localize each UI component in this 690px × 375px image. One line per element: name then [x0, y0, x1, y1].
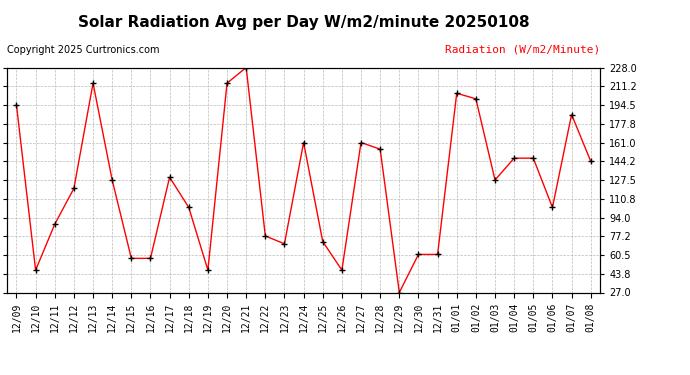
Text: Solar Radiation Avg per Day W/m2/minute 20250108: Solar Radiation Avg per Day W/m2/minute …: [78, 15, 529, 30]
Text: Radiation (W/m2/Minute): Radiation (W/m2/Minute): [445, 45, 600, 55]
Text: Copyright 2025 Curtronics.com: Copyright 2025 Curtronics.com: [7, 45, 159, 55]
